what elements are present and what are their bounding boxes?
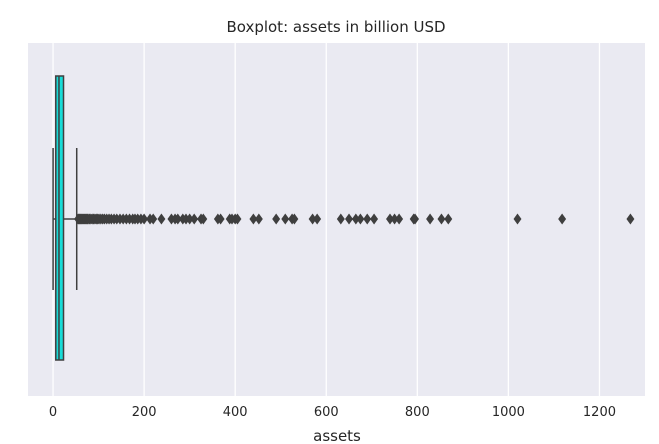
- outlier-point-74: [426, 213, 435, 225]
- chart-title: Boxplot: assets in billion USD: [226, 18, 445, 36]
- outlier-point-36: [140, 213, 149, 225]
- outlier-point-56: [254, 213, 263, 225]
- outlier-point-73: [411, 213, 420, 225]
- x-tick-label-400: 400: [223, 405, 248, 420]
- outlier-point-64: [345, 213, 353, 225]
- x-tick-label-1000: 1000: [492, 405, 525, 420]
- outlier-point-57: [272, 213, 281, 225]
- outlier-point-58: [281, 213, 290, 225]
- outlier-point-68: [370, 213, 379, 225]
- outlier-point-55: [249, 213, 258, 225]
- outlier-point-62: [313, 213, 322, 225]
- x-axis-label: assets: [313, 427, 361, 444]
- x-tick-label-0: 0: [49, 405, 57, 420]
- outlier-point-79: [626, 213, 635, 225]
- x-tick-label-600: 600: [314, 405, 339, 420]
- outlier-point-60: [290, 213, 299, 225]
- outlier-point-39: [157, 213, 166, 225]
- x-axis-ticks: 0 200 400 600 800 1000 1200: [49, 405, 616, 420]
- outlier-points: [74, 213, 635, 225]
- outlier-point-50: [216, 213, 225, 225]
- outlier-point-76: [444, 213, 453, 225]
- outlier-point-63: [336, 213, 345, 225]
- x-tick-label-800: 800: [405, 405, 430, 420]
- outlier-point-75: [437, 213, 446, 225]
- outlier-point-77: [513, 213, 522, 225]
- outlier-point-48: [199, 213, 208, 225]
- outlier-point-67: [363, 213, 372, 225]
- outlier-point-66: [356, 213, 365, 225]
- outlier-point-46: [190, 213, 199, 225]
- x-tick-label-1200: 1200: [583, 405, 616, 420]
- x-tick-label-200: 200: [132, 405, 157, 420]
- outlier-point-78: [558, 213, 567, 225]
- outlier-point-71: [395, 213, 404, 225]
- outlier-point-54: [233, 213, 242, 225]
- outlier-point-38: [149, 213, 158, 225]
